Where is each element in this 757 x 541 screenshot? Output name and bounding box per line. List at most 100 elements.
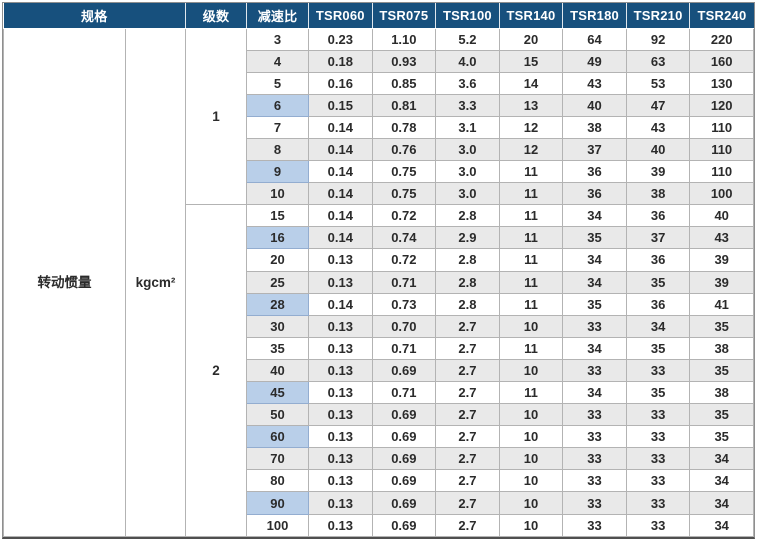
value-cell: 3.3 bbox=[435, 93, 500, 117]
value-cell: 2.7 bbox=[435, 425, 500, 449]
value-cell: 11 bbox=[498, 292, 564, 316]
table-row: 4 0.18 0.93 4.0 15 49 63 160 bbox=[4, 49, 754, 73]
value-cell: 3.1 bbox=[435, 115, 500, 139]
value-cell: 33 bbox=[562, 447, 627, 471]
stage-cell: 2 bbox=[185, 204, 247, 537]
value-cell: 34 bbox=[562, 270, 627, 294]
value-cell: 0.13 bbox=[308, 513, 373, 538]
ratio-cell: 40 bbox=[246, 358, 309, 383]
ratio-cell: 20 bbox=[246, 248, 309, 272]
value-cell: 34 bbox=[562, 248, 627, 272]
ratio-cell: 80 bbox=[246, 469, 309, 493]
stage-cell: 1 bbox=[185, 27, 247, 206]
value-cell: 0.23 bbox=[308, 27, 373, 51]
model-column-header-tsr140: TSR140 bbox=[498, 3, 563, 29]
value-cell: 0.14 bbox=[308, 226, 373, 250]
value-cell: 36 bbox=[625, 248, 691, 272]
value-cell: 34 bbox=[625, 314, 691, 338]
value-cell: 110 bbox=[689, 160, 754, 184]
value-cell: 0.69 bbox=[371, 513, 437, 538]
value-cell: 63 bbox=[625, 49, 691, 73]
value-cell: 220 bbox=[689, 27, 754, 51]
ratio-cell: 60 bbox=[246, 425, 309, 449]
value-cell: 11 bbox=[498, 204, 564, 228]
value-cell: 110 bbox=[689, 115, 754, 139]
value-cell: 34 bbox=[689, 469, 754, 493]
value-cell: 34 bbox=[689, 447, 754, 471]
value-cell: 0.71 bbox=[371, 270, 437, 294]
ratio-cell: 10 bbox=[246, 182, 309, 206]
value-cell: 43 bbox=[625, 115, 691, 139]
value-cell: 160 bbox=[689, 49, 754, 73]
value-cell: 10 bbox=[498, 314, 564, 338]
value-cell: 11 bbox=[498, 380, 564, 405]
value-cell: 64 bbox=[562, 27, 627, 51]
header-ratio: 减速比 bbox=[246, 3, 309, 29]
value-cell: 36 bbox=[625, 292, 691, 316]
value-cell: 2.8 bbox=[435, 270, 500, 294]
value-cell: 33 bbox=[625, 469, 691, 493]
value-cell: 49 bbox=[562, 49, 627, 73]
value-cell: 11 bbox=[498, 336, 564, 360]
spec-unit-cell: kgcm² bbox=[125, 27, 186, 537]
value-cell: 2.7 bbox=[435, 380, 500, 405]
value-cell: 38 bbox=[689, 336, 754, 360]
model-column-header-tsr100: TSR100 bbox=[435, 3, 500, 29]
value-cell: 92 bbox=[625, 27, 691, 51]
value-cell: 3.0 bbox=[435, 160, 500, 184]
value-cell: 0.14 bbox=[308, 137, 373, 162]
value-cell: 0.69 bbox=[371, 425, 437, 449]
value-cell: 0.78 bbox=[371, 115, 437, 139]
value-cell: 33 bbox=[562, 403, 627, 427]
value-cell: 35 bbox=[562, 292, 627, 316]
value-cell: 37 bbox=[562, 137, 627, 162]
value-cell: 33 bbox=[625, 447, 691, 471]
value-cell: 0.13 bbox=[308, 336, 373, 360]
value-cell: 0.16 bbox=[308, 71, 373, 95]
value-cell: 3.0 bbox=[435, 137, 500, 162]
ratio-cell: 7 bbox=[246, 115, 309, 139]
value-cell: 2.8 bbox=[435, 204, 500, 228]
value-cell: 33 bbox=[562, 358, 627, 383]
value-cell: 10 bbox=[498, 469, 564, 493]
value-cell: 35 bbox=[625, 336, 691, 360]
value-cell: 13 bbox=[498, 93, 564, 117]
header-spec: 规格 bbox=[3, 3, 186, 29]
ratio-cell: 5 bbox=[246, 71, 309, 95]
value-cell: 0.81 bbox=[371, 93, 437, 117]
value-cell: 120 bbox=[689, 93, 754, 117]
value-cell: 33 bbox=[562, 425, 627, 449]
value-cell: 33 bbox=[625, 358, 691, 383]
value-cell: 11 bbox=[498, 182, 564, 206]
value-cell: 0.13 bbox=[308, 248, 373, 272]
value-cell: 10 bbox=[498, 425, 564, 449]
table-row: 50 0.13 0.69 2.7 10 33 33 35 bbox=[4, 403, 754, 427]
table-row: 转动惯量 kgcm² 1 3 0.23 1.10 5.2 20 64 92 220 bbox=[3, 27, 754, 537]
value-cell: 0.13 bbox=[308, 358, 373, 383]
value-cell: 12 bbox=[498, 137, 564, 162]
value-cell: 38 bbox=[689, 380, 754, 405]
model-column-header-tsr075: TSR075 bbox=[371, 3, 436, 29]
ratio-cell: 90 bbox=[246, 491, 309, 515]
value-cell: 0.75 bbox=[371, 160, 437, 184]
value-cell: 35 bbox=[562, 226, 627, 250]
table-row: 100 0.13 0.69 2.7 10 33 33 34 bbox=[4, 513, 754, 538]
value-cell: 36 bbox=[562, 182, 627, 206]
value-cell: 11 bbox=[498, 160, 564, 184]
ratio-cell: 28 bbox=[246, 292, 309, 316]
value-cell: 33 bbox=[625, 403, 691, 427]
value-cell: 34 bbox=[689, 491, 754, 515]
value-cell: 0.14 bbox=[308, 115, 373, 139]
value-cell: 5.2 bbox=[435, 27, 500, 51]
model-column-header-tsr060: TSR060 bbox=[308, 3, 373, 29]
value-cell: 0.72 bbox=[371, 248, 437, 272]
ratio-cell: 25 bbox=[246, 270, 309, 294]
ratio-cell: 4 bbox=[246, 49, 309, 73]
spec-label-cell: 转动惯量 bbox=[3, 27, 126, 537]
value-cell: 40 bbox=[562, 93, 627, 117]
ratio-cell: 8 bbox=[246, 137, 309, 162]
value-cell: 11 bbox=[498, 248, 564, 272]
value-cell: 0.13 bbox=[308, 425, 373, 449]
table-row: 28 0.14 0.73 2.8 11 35 36 41 bbox=[4, 292, 754, 316]
value-cell: 35 bbox=[689, 425, 754, 449]
